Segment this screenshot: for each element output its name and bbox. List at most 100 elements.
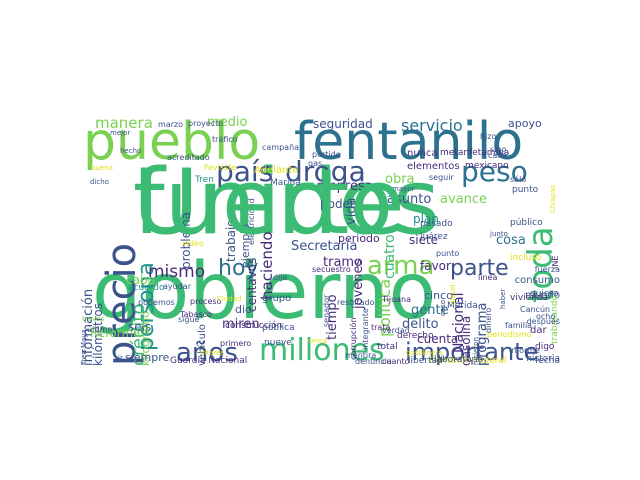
word-ciudad: Ciudad: [217, 295, 242, 303]
word-siempre: siempre: [125, 351, 170, 364]
word-laboratorio: laboratorio: [434, 355, 484, 365]
word-trafico: tráfico: [212, 135, 238, 144]
word-grupo: grupo: [262, 293, 292, 304]
word-ultimo: último: [87, 325, 113, 334]
word-tijuana: Tijuana: [382, 295, 412, 304]
word-gente: gente: [411, 303, 449, 318]
word-junto: junto: [490, 230, 508, 238]
word-fuerza: fuerza: [534, 265, 560, 274]
word-familia: familia: [505, 321, 533, 330]
word-periodo: periodo: [338, 232, 380, 245]
word-parte: parte: [450, 256, 509, 281]
word-chiapas: Chiapas: [549, 184, 557, 213]
word-fuerte: fuerte: [133, 150, 405, 255]
word-tren: Tren: [195, 175, 214, 185]
word-verdad: verdad: [382, 326, 410, 335]
word-guardia-nacional: Guardia Nacional: [170, 356, 248, 366]
word-obra: obra: [385, 172, 415, 187]
word-sigue: sigue: [178, 315, 200, 324]
word-traves: través: [82, 315, 105, 323]
word-gas: gas: [308, 159, 323, 168]
word-marzo: marzo: [158, 120, 184, 129]
word-elementos: elementos: [407, 161, 460, 172]
word-interes: interés: [200, 349, 225, 357]
word-mayor: mayor: [392, 185, 415, 193]
word-punto: punto: [512, 185, 539, 195]
word-seguridad: seguridad: [313, 117, 373, 131]
word-campana: campaña: [262, 143, 300, 152]
word-avance: avance: [440, 192, 488, 207]
word-primero: primero: [220, 339, 252, 348]
word-periodismo: periodismo: [487, 330, 532, 339]
word-gobierno: gobierno: [92, 247, 437, 337]
word-favor: favor: [420, 259, 451, 273]
word-tren-maya: Tren Maya: [80, 328, 88, 365]
word-cerca: cerca: [308, 337, 328, 345]
word-resultado: resultado: [337, 298, 375, 307]
word-total: total: [377, 342, 398, 352]
word-incluso: incluso: [510, 253, 542, 263]
word-tramo: tramo: [323, 255, 363, 270]
word-integrante: integrante: [361, 308, 370, 350]
word-haber: haber: [499, 288, 507, 310]
word-fentanilo: fentanilo: [294, 116, 524, 172]
word-mundo: mundo: [525, 290, 560, 301]
word-siete: siete: [409, 233, 439, 247]
word-unidos: Unidos: [133, 150, 441, 255]
word-secuestro: secuestro: [312, 265, 351, 274]
word-cosa: cosa: [496, 233, 526, 248]
word-publico: público: [510, 218, 543, 228]
word-gasolinera: gasolinera: [406, 349, 443, 357]
word-juarez: Juárez: [420, 232, 448, 242]
word-dio: dio: [235, 303, 252, 316]
word-historia: historia: [526, 354, 560, 364]
word-mismo: mismo: [148, 262, 206, 282]
word-empresa: empresa: [316, 179, 373, 194]
word-digo: digo: [535, 342, 555, 352]
word-linea: línea: [478, 273, 498, 282]
word-peso: peso: [461, 155, 528, 188]
word-dar: dar: [530, 325, 547, 336]
word-cabo: cabo: [126, 273, 155, 287]
word-hoy: hoy: [218, 256, 259, 281]
word-punto: punto: [436, 249, 460, 258]
word-acuerdo: acuerdo: [128, 283, 165, 293]
word-arma: arma: [367, 251, 435, 281]
word-poder: poder: [320, 197, 355, 211]
word-acreditado: acreditado: [167, 153, 210, 162]
word-adelante: Adelante: [254, 165, 299, 176]
word-partido: partido: [312, 150, 341, 159]
word-marina: Marina: [270, 178, 301, 188]
word-mexicano: mexicano: [465, 161, 509, 171]
word-podemos: podemos: [138, 298, 175, 307]
word-fecha: fecha: [535, 356, 560, 366]
word-anos: años: [176, 338, 238, 366]
word-manera: manera: [95, 116, 153, 132]
word-diesel: diesel: [449, 284, 457, 306]
word-secretaria: Secretaría: [291, 239, 358, 254]
word-favisste: Favisste: [204, 163, 237, 172]
word-droga: droga: [285, 155, 366, 188]
word-seis: seis: [128, 320, 152, 334]
word-miren: miren: [222, 317, 260, 332]
word-delito: delito: [402, 317, 439, 332]
word-nunca: nunca: [407, 148, 438, 159]
word-cancun: Cancún: [520, 305, 551, 314]
word-metanfetamina: metanfetamina: [440, 148, 510, 158]
word-plan: plan: [413, 212, 439, 226]
word-ocho: ocho: [536, 312, 556, 321]
word-publica: pública: [262, 323, 295, 333]
word-quiero: quiero: [530, 289, 559, 299]
word-caso: caso: [439, 300, 447, 317]
word-pais: país: [216, 155, 274, 188]
word-importante: importante: [405, 338, 539, 366]
word-despues: después: [526, 317, 560, 326]
word-consumo: consumo: [514, 275, 560, 286]
word-construccion: construcción: [225, 321, 283, 331]
word-proceso: proceso: [190, 297, 222, 306]
word-cada: cada: [488, 151, 508, 160]
word-pueblo: pueblo: [83, 116, 261, 172]
word-informe: informe: [509, 346, 540, 355]
word-cuenta: cuenta: [417, 332, 459, 346]
word-buena: buena: [91, 164, 113, 172]
